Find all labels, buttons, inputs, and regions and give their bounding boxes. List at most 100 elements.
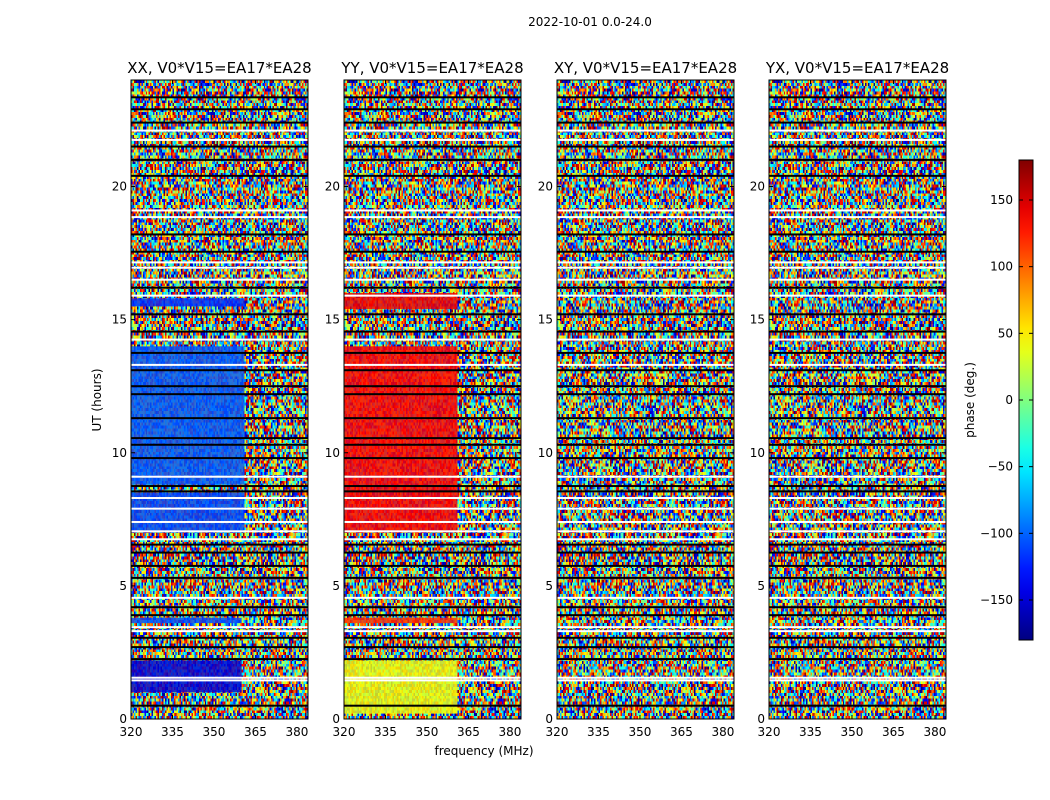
flagged-row <box>344 369 521 371</box>
flagged-row <box>131 705 308 707</box>
colorbar-tick-label: 150 <box>990 193 1013 207</box>
flagged-row <box>131 139 308 141</box>
flagged-row <box>769 565 946 567</box>
flagged-row <box>769 497 946 499</box>
flagged-row <box>131 209 308 211</box>
flagged-row <box>344 108 521 110</box>
flagged-row <box>557 637 734 639</box>
y-tick-label: 20 <box>325 180 340 194</box>
flagged-row <box>131 130 308 132</box>
x-tick-label: 335 <box>799 725 822 739</box>
flagged-row <box>131 552 308 554</box>
x-tick-label: 365 <box>882 725 905 739</box>
flagged-row <box>344 597 521 599</box>
flagged-row <box>131 597 308 599</box>
panel-title: YY, V0*V15=EA17*EA28 <box>340 59 523 77</box>
flagged-row <box>557 146 734 148</box>
flagged-row <box>769 331 946 333</box>
flagged-row <box>769 287 946 289</box>
flagged-row <box>131 279 308 281</box>
flagged-row <box>131 267 308 269</box>
flagged-row <box>557 175 734 177</box>
flagged-row <box>344 261 521 263</box>
flagged-row <box>344 626 521 628</box>
y-tick-label: 0 <box>757 712 765 726</box>
flagged-row <box>344 630 521 632</box>
flagged-row <box>131 146 308 148</box>
colorbar-tick-label: 100 <box>990 260 1013 274</box>
y-tick-label: 5 <box>332 579 340 593</box>
flagged-row <box>131 577 308 579</box>
y-tick-label: 10 <box>750 446 765 460</box>
colorbar-tick-label: 50 <box>998 326 1013 340</box>
flagged-row <box>344 544 521 546</box>
flagged-row <box>344 339 521 341</box>
flagged-row <box>769 139 946 141</box>
flagged-row <box>131 490 308 492</box>
flagged-row <box>769 146 946 148</box>
flagged-row <box>131 677 308 679</box>
flagged-row <box>769 159 946 161</box>
flagged-row <box>344 485 521 487</box>
flagged-row <box>344 295 521 297</box>
x-tick-label: 320 <box>120 725 143 739</box>
flagged-row <box>131 630 308 632</box>
flagged-row <box>557 521 734 523</box>
flagged-row <box>557 705 734 707</box>
flagged-row <box>557 444 734 446</box>
flagged-row <box>769 251 946 253</box>
flagged-row <box>769 476 946 478</box>
flagged-row <box>131 339 308 341</box>
flagged-row <box>344 606 521 608</box>
flagged-row <box>557 437 734 439</box>
x-tick-label: 365 <box>457 725 480 739</box>
colorbar-tick-label: −150 <box>980 593 1013 607</box>
flagged-row <box>344 637 521 639</box>
y-tick-label: 5 <box>757 579 765 593</box>
flagged-row <box>131 538 308 540</box>
flagged-row <box>557 614 734 616</box>
x-tick-label: 350 <box>203 725 226 739</box>
flagged-row <box>344 490 521 492</box>
flagged-row <box>344 279 521 281</box>
flagged-row <box>344 565 521 567</box>
flagged-row <box>769 279 946 281</box>
flagged-row <box>769 108 946 110</box>
flagged-row <box>344 538 521 540</box>
x-tick-label: 365 <box>670 725 693 739</box>
flagged-row <box>769 130 946 132</box>
flagged-row <box>557 122 734 124</box>
y-tick-label: 15 <box>112 313 127 327</box>
flagged-row <box>769 485 946 487</box>
flagged-row <box>769 614 946 616</box>
flagged-row <box>769 637 946 639</box>
flagged-row <box>769 606 946 608</box>
flagged-row <box>557 630 734 632</box>
flagged-row <box>557 626 734 628</box>
flagged-row <box>344 476 521 478</box>
flagged-row <box>557 369 734 371</box>
flagged-row <box>344 175 521 177</box>
flagged-row <box>769 705 946 707</box>
flagged-row <box>769 352 946 354</box>
panel-3: YX, V0*V15=EA17*EA28 320 335 350 365 380 0 5 10 1… <box>750 59 949 739</box>
flagged-row <box>557 658 734 660</box>
x-tick-label: 335 <box>161 725 184 739</box>
colorbar: 150 100 50 0 −50 −100 −150 <box>980 160 1033 640</box>
flagged-row <box>344 159 521 161</box>
flagged-row <box>344 705 521 707</box>
coherent-phase-region <box>344 346 457 532</box>
flagged-row <box>131 313 308 315</box>
y-tick-label: 20 <box>112 180 127 194</box>
flagged-row <box>557 538 734 540</box>
colorbar-label: phase (deg.) <box>963 362 977 438</box>
flagged-row <box>769 490 946 492</box>
flagged-row <box>557 457 734 459</box>
flagged-row <box>557 497 734 499</box>
flagged-row <box>344 96 521 98</box>
y-tick-label: 0 <box>119 712 127 726</box>
phase-figure: 2022-10-01 0.0-24.0 XX, V0*V15=EA17*EA28… <box>0 0 1050 800</box>
x-tick-label: 350 <box>841 725 864 739</box>
flagged-row <box>131 508 308 510</box>
y-tick-label: 15 <box>750 313 765 327</box>
